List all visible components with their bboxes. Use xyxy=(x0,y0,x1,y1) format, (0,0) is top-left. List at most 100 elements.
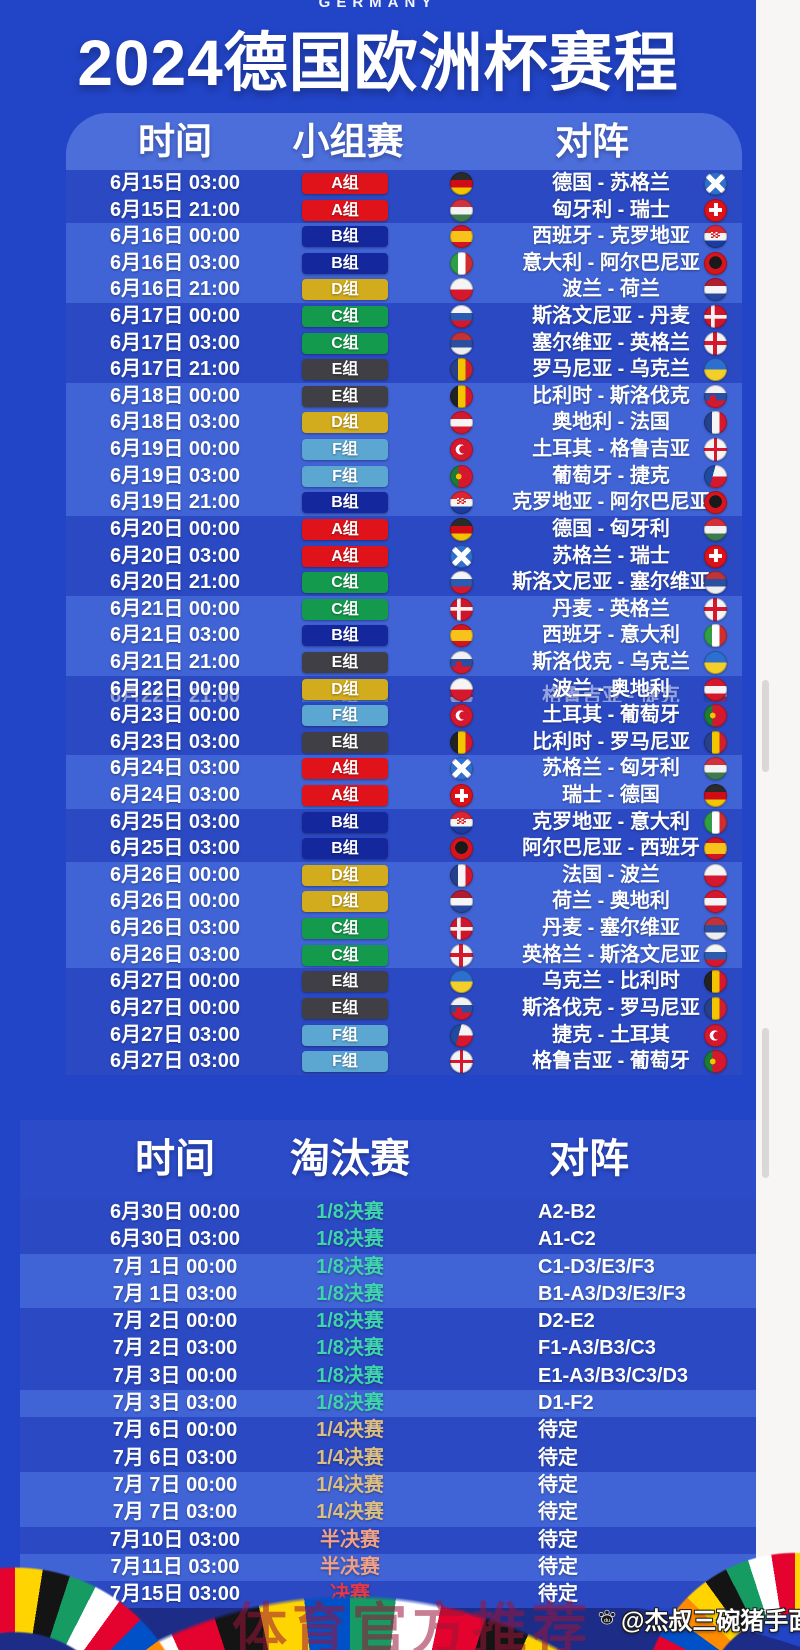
poland-flag-icon xyxy=(450,278,473,302)
match-teams: 格鲁吉亚 - 葡萄牙 xyxy=(532,1050,690,1073)
match-time: 6月20日 21:00 xyxy=(109,571,241,594)
poland-flag-icon xyxy=(450,677,473,701)
group-badge: D组 xyxy=(302,412,388,434)
knockout-row: 7月 6日 00:00 1/4决赛 待定 xyxy=(20,1417,758,1445)
knockout-row: 7月 7日 00:00 1/4决赛 待定 xyxy=(20,1471,758,1500)
match-time: 6月15日 21:00 xyxy=(109,198,241,221)
match-teams: 阿尔巴尼亚 - 西班牙 xyxy=(522,837,700,860)
match-row: 6月27日 03:00 F组 捷克 - 土耳其 xyxy=(66,1021,742,1049)
england-flag-icon xyxy=(704,597,727,621)
stage-label: 1/4决赛 xyxy=(316,1446,384,1469)
england-flag-icon xyxy=(450,943,473,967)
match-teams: 波兰 - 奥地利 xyxy=(552,677,670,700)
germany-flag-icon xyxy=(450,172,473,195)
croatia-flag-icon xyxy=(450,810,473,834)
match-row-content: 6月16日 21:00 D组 波兰 - 荷兰 xyxy=(66,276,742,303)
scrollbar-thumb[interactable] xyxy=(762,680,769,772)
match-row-content: 6月20日 03:00 A组 苏格兰 - 瑞士 xyxy=(66,543,742,570)
switzerland-flag-icon xyxy=(704,544,727,568)
stage-label: 1/8决赛 xyxy=(316,1201,384,1223)
romania-flag-icon xyxy=(704,730,727,754)
turkey-flag-icon xyxy=(450,438,473,462)
match-teams: 土耳其 - 格鲁吉亚 xyxy=(532,438,690,461)
group-badge: B组 xyxy=(302,492,388,514)
column-header-group: 小组赛 xyxy=(292,121,404,162)
match-time: 7月 2日 00:00 xyxy=(112,1310,238,1333)
group-badge: C组 xyxy=(302,332,388,354)
match-time: 6月20日 03:00 xyxy=(109,544,241,567)
match-teams: 克罗地亚 - 阿尔巴尼亚 xyxy=(512,491,710,514)
ukraine-flag-icon xyxy=(704,650,727,674)
match-teams: 塞尔维亚 - 英格兰 xyxy=(532,331,690,354)
germany-flag-icon xyxy=(704,784,727,808)
match-time: 7月 6日 00:00 xyxy=(112,1419,238,1442)
match-time: 7月 3日 00:00 xyxy=(112,1364,238,1387)
hungary-flag-icon xyxy=(450,198,473,222)
match-row: 6月17日 21:00 E组 罗马尼亚 - 乌克兰 xyxy=(66,356,742,383)
page-side-strip xyxy=(756,0,800,1566)
match-row-content: 6月16日 00:00 B组 西班牙 - 克罗地亚 xyxy=(66,223,742,250)
match-time: 6月26日 03:00 xyxy=(109,917,241,940)
match-time: 7月10日 03:00 xyxy=(109,1528,241,1551)
match-row: 6月25日 03:00 B组 克罗地亚 - 意大利 xyxy=(66,808,742,836)
match-row: 6月17日 03:00 C组 塞尔维亚 - 英格兰 xyxy=(66,329,742,357)
signature-text: @杰叔三碗猪手面 xyxy=(621,1608,800,1635)
svg-text:du: du xyxy=(604,1618,610,1624)
spain-flag-icon xyxy=(450,624,473,648)
match-row-content: 6月26日 00:00 D组 荷兰 - 奥地利 xyxy=(66,888,742,915)
paw-icon: du xyxy=(596,1605,618,1632)
group-badge: E组 xyxy=(302,731,388,753)
group-badge: D组 xyxy=(302,678,388,700)
scrollbar-thumb[interactable] xyxy=(762,1028,769,1178)
match-teams: 克罗地亚 - 意大利 xyxy=(532,810,690,833)
stage-label: 半决赛 xyxy=(320,1528,380,1551)
stage-label: 1/4决赛 xyxy=(316,1473,384,1496)
match-row: 6月26日 03:00 C组 丹麦 - 塞尔维亚 xyxy=(66,915,742,942)
match-time: 6月30日 00:00 xyxy=(109,1201,241,1223)
match-row-content: 6月17日 00:00 C组 斯洛文尼亚 - 丹麦 xyxy=(66,303,742,330)
opponent-label: E1-A3/B3/C3/D3 xyxy=(538,1364,689,1387)
match-row: 6月20日 21:00 C组 斯洛文尼亚 - 塞尔维亚 xyxy=(66,569,742,596)
netherlands-flag-icon xyxy=(704,278,727,302)
switzerland-flag-icon xyxy=(704,198,727,222)
match-row-content: 6月22日 00:00 D组 波兰 - 奥地利 xyxy=(66,676,742,703)
knockout-row: 6月30日 00:00 1/8决赛 A2-B2 xyxy=(20,1199,758,1227)
match-time: 6月24日 03:00 xyxy=(109,757,241,780)
france-flag-icon xyxy=(704,411,727,435)
opponent-label: A2-B2 xyxy=(538,1201,596,1223)
denmark-flag-icon xyxy=(704,305,727,329)
knockout-rows: 6月30日 00:00 1/8决赛 A2-B2 6月30日 03:00 1/8决赛 A1-… xyxy=(20,1199,758,1609)
knockout-row: 7月 2日 03:00 1/8决赛 F1-A3/B3/C3 xyxy=(20,1335,758,1363)
hungary-flag-icon xyxy=(704,517,727,541)
match-row-content: 6月18日 00:00 E组 比利时 - 斯洛伐克 xyxy=(66,383,742,410)
match-teams: 葡萄牙 - 捷克 xyxy=(552,464,670,487)
match-row: 6月23日 00:00 F组 土耳其 - 葡萄牙 xyxy=(66,702,742,729)
match-time: 7月 2日 03:00 xyxy=(112,1337,238,1360)
group-badge: D组 xyxy=(302,891,388,913)
match-teams: 丹麦 - 英格兰 xyxy=(552,597,670,620)
italy-flag-icon xyxy=(704,810,727,834)
match-row-content: 6月15日 21:00 A组 匈牙利 - 瑞士 xyxy=(66,197,742,224)
match-teams: 匈牙利 - 瑞士 xyxy=(552,198,670,221)
match-row-content: 6月26日 03:00 C组 丹麦 - 塞尔维亚 xyxy=(66,915,742,942)
match-time: 6月18日 03:00 xyxy=(109,411,241,434)
czech-flag-icon xyxy=(704,464,727,488)
opponent-label: 待定 xyxy=(538,1555,578,1578)
match-time: 6月26日 00:00 xyxy=(109,863,241,886)
group-badge: A组 xyxy=(302,518,388,540)
match-row: 6月26日 03:00 C组 英格兰 - 斯洛文尼亚 xyxy=(66,942,742,969)
match-time: 6月21日 03:00 xyxy=(109,624,241,647)
group-badge: F组 xyxy=(302,439,388,461)
match-row: 6月19日 21:00 B组 克罗地亚 - 阿尔巴尼亚 xyxy=(66,489,742,516)
match-row: 6月15日 03:00 A组 德国 - 苏格兰 xyxy=(66,170,742,197)
match-time: 6月24日 03:00 xyxy=(109,784,241,807)
match-time: 6月19日 03:00 xyxy=(109,464,241,487)
match-teams: 乌克兰 - 比利时 xyxy=(542,970,680,993)
match-row: 6月19日 03:00 F组 葡萄牙 - 捷克 xyxy=(66,463,742,490)
match-row: 6月27日 03:00 F组 格鲁吉亚 - 葡萄牙 xyxy=(66,1048,742,1075)
slovenia-flag-icon xyxy=(450,305,473,329)
match-row-content: 6月23日 00:00 F组 土耳其 - 葡萄牙 xyxy=(66,702,742,729)
match-time: 6月26日 03:00 xyxy=(109,943,241,966)
match-teams: 捷克 - 土耳其 xyxy=(552,1023,670,1046)
country-label: GERMANY xyxy=(318,0,438,11)
